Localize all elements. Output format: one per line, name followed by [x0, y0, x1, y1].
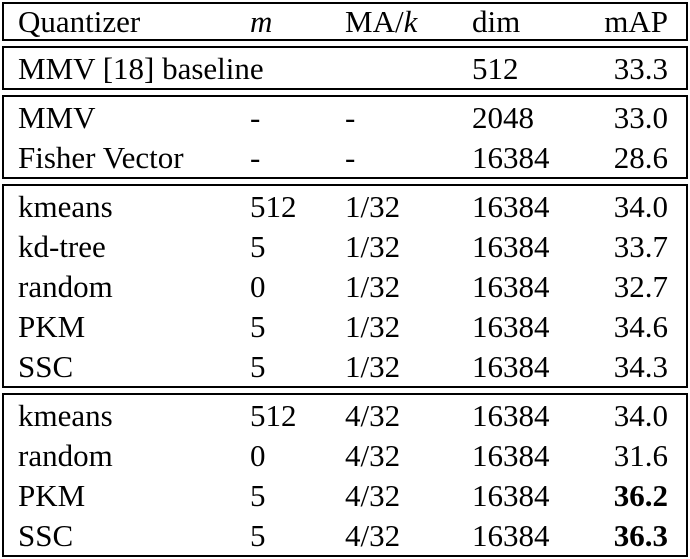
- table-header-row: Quantizer m MA/k dim mAP: [4, 4, 686, 39]
- cell-map: 31.6: [613, 437, 668, 473]
- table-row: MMV [18] baseline 512 33.3: [4, 48, 686, 88]
- cell-map-best: 36.3: [613, 517, 668, 553]
- cell-m: -: [250, 139, 261, 175]
- table-row: random 0 1/32 16384 32.7: [4, 266, 686, 306]
- cell-dim: 16384: [472, 437, 550, 473]
- column-header-dim: dim: [472, 4, 521, 39]
- column-header-quantizer: Quantizer: [18, 4, 141, 39]
- cell-dim: 16384: [472, 517, 550, 553]
- cell-map: 28.6: [613, 139, 668, 175]
- cell-dim: 2048: [472, 99, 534, 135]
- cell-ma-k: 1/32: [345, 188, 401, 224]
- cell-quantizer: PKM: [18, 477, 86, 513]
- table-row: random 0 4/32 16384 31.6: [4, 435, 686, 475]
- cell-map: 34.3: [613, 348, 668, 384]
- section-global-descriptors: MMV - - 2048 33.0 Fisher Vector - - 1638…: [2, 95, 688, 179]
- cell-dim: 16384: [472, 228, 550, 264]
- column-header-m: m: [250, 4, 273, 39]
- cell-dim: 16384: [472, 308, 550, 344]
- cell-ma-k: 4/32: [345, 397, 401, 433]
- cell-quantizer: SSC: [18, 517, 74, 553]
- cell-quantizer: kmeans: [18, 397, 113, 433]
- section-ma-1-32: kmeans 512 1/32 16384 34.0 kd-tree 5 1/3…: [2, 184, 688, 388]
- cell-m: 5: [250, 308, 266, 344]
- cell-m: 5: [250, 477, 266, 513]
- table-row: PKM 5 4/32 16384 36.2: [4, 475, 686, 515]
- cell-dim: 16384: [472, 139, 550, 175]
- cell-quantizer: PKM: [18, 308, 86, 344]
- cell-ma-k: 1/32: [345, 348, 401, 384]
- cell-map: 33.7: [613, 228, 668, 264]
- table-header-section: Quantizer m MA/k dim mAP: [2, 2, 688, 41]
- table-row: kmeans 512 4/32 16384 34.0: [4, 395, 686, 435]
- ma-prefix-label: MA/: [345, 4, 404, 39]
- cell-quantizer: random: [18, 268, 113, 304]
- table-row: kd-tree 5 1/32 16384 33.7: [4, 226, 686, 266]
- column-header-map: mAP: [604, 4, 668, 39]
- section-baseline: MMV [18] baseline 512 33.3: [2, 46, 688, 90]
- cell-map: 34.0: [613, 397, 668, 433]
- cell-m: 5: [250, 228, 266, 264]
- table-row: kmeans 512 1/32 16384 34.0: [4, 186, 686, 226]
- table-row: SSC 5 4/32 16384 36.3: [4, 515, 686, 555]
- cell-dim: 16384: [472, 268, 550, 304]
- cell-map: 33.0: [613, 99, 668, 135]
- ma-k-label: k: [403, 4, 418, 39]
- cell-dim: 16384: [472, 188, 550, 224]
- table-row: PKM 5 1/32 16384 34.6: [4, 306, 686, 346]
- cell-ma-k: -: [345, 139, 356, 175]
- cell-dim: 512: [472, 50, 519, 86]
- cell-m: 0: [250, 268, 266, 304]
- cell-map: 32.7: [613, 268, 668, 304]
- cell-quantizer: SSC: [18, 348, 74, 384]
- cell-ma-k: 4/32: [345, 437, 401, 473]
- cell-quantizer: kmeans: [18, 188, 113, 224]
- cell-map: 34.6: [613, 308, 668, 344]
- cell-ma-k: -: [345, 99, 356, 135]
- section-ma-4-32: kmeans 512 4/32 16384 34.0 random 0 4/32…: [2, 393, 688, 557]
- cell-m: 5: [250, 517, 266, 553]
- cell-map: 33.3: [613, 50, 668, 86]
- cell-dim: 16384: [472, 397, 550, 433]
- cell-quantizer: random: [18, 437, 113, 473]
- cell-quantizer: Fisher Vector: [18, 139, 184, 175]
- cell-m: 512: [250, 397, 297, 433]
- table-row: SSC 5 1/32 16384 34.3: [4, 346, 686, 386]
- cell-quantizer: kd-tree: [18, 228, 106, 264]
- cell-dim: 16384: [472, 477, 550, 513]
- cell-m: 0: [250, 437, 266, 473]
- cell-m: 512: [250, 188, 297, 224]
- column-header-ma-k: MA/k: [345, 6, 472, 37]
- cell-map: 34.0: [613, 188, 668, 224]
- table-row: MMV - - 2048 33.0: [4, 97, 686, 137]
- cell-dim: 16384: [472, 348, 550, 384]
- cell-ma-k: 1/32: [345, 268, 401, 304]
- cell-ma-k: 4/32: [345, 517, 401, 553]
- cell-ma-k: 4/32: [345, 477, 401, 513]
- table-row: Fisher Vector - - 16384 28.6: [4, 137, 686, 177]
- cell-map-best: 36.2: [613, 477, 668, 513]
- cell-m: -: [250, 99, 261, 135]
- cell-quantizer: MMV [18] baseline: [18, 50, 264, 86]
- cell-ma-k: 1/32: [345, 228, 401, 264]
- cell-m: 5: [250, 348, 266, 384]
- cell-quantizer: MMV: [18, 99, 96, 135]
- cell-ma-k: 1/32: [345, 308, 401, 344]
